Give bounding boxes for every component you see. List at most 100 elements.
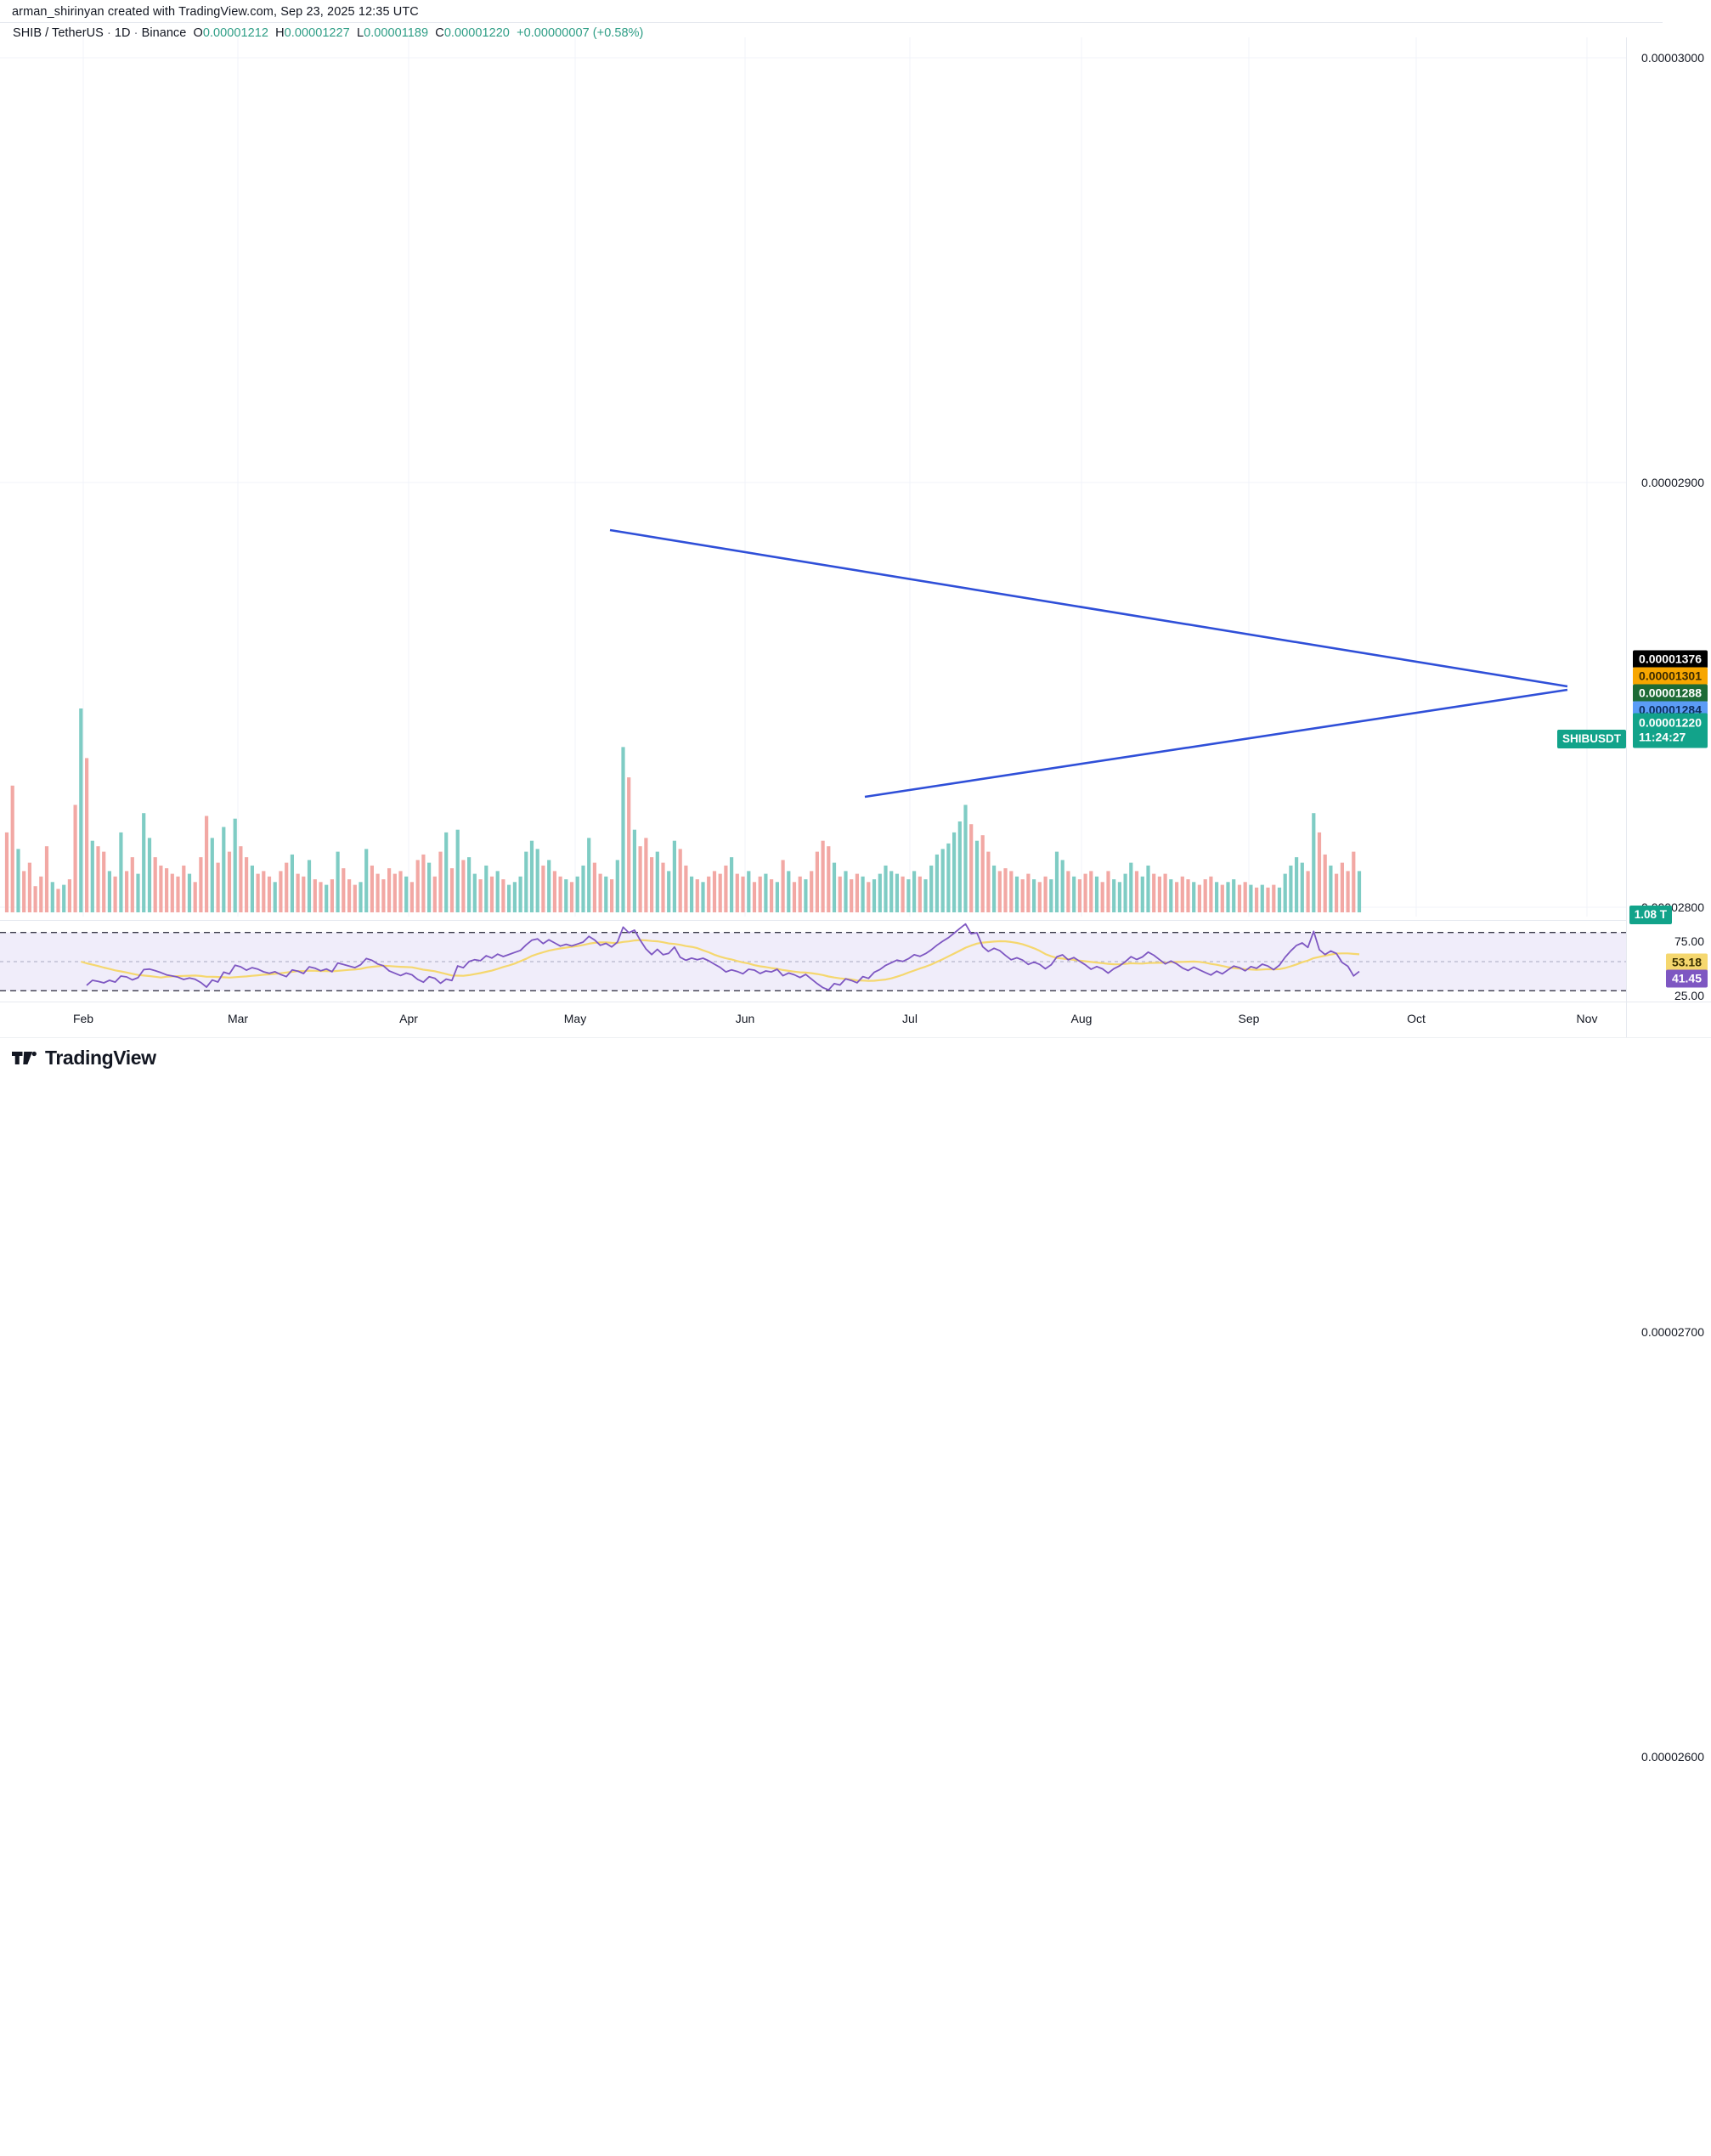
volume-bar xyxy=(1335,873,1339,912)
volume-bar xyxy=(1186,879,1190,912)
volume-bar xyxy=(142,813,146,912)
volume-bar xyxy=(872,879,877,912)
ma-orange-value[interactable]: 0.00001301 xyxy=(1633,667,1708,686)
volume-bar xyxy=(1043,876,1047,912)
volume-bar xyxy=(1323,854,1327,912)
volume-bar xyxy=(1175,882,1179,912)
volume-bar xyxy=(644,838,648,912)
volume-bar xyxy=(359,882,363,912)
volume-bar xyxy=(855,873,859,912)
volume-bar xyxy=(404,876,409,912)
volume-bar xyxy=(838,876,842,912)
volume-bar xyxy=(655,851,659,912)
rsi-svg xyxy=(0,923,1626,991)
volume-bar xyxy=(1237,884,1242,912)
volume-bar xyxy=(792,882,797,912)
volume-bar xyxy=(775,882,779,912)
ma-green-value[interactable]: 0.00001288 xyxy=(1633,684,1708,703)
volume-bar xyxy=(10,785,14,912)
volume-bar xyxy=(347,879,352,912)
volume-bar xyxy=(1169,879,1173,912)
volume-bar xyxy=(627,777,631,912)
volume-bar xyxy=(815,851,819,912)
volume-bar xyxy=(56,889,60,912)
volume-value-badge[interactable]: 1.08 T xyxy=(1629,906,1672,924)
legend-exchange[interactable]: Binance xyxy=(141,26,187,40)
volume-bar xyxy=(472,873,477,912)
volume-bar xyxy=(535,849,539,912)
volume-bar xyxy=(85,758,89,912)
ma-black-value[interactable]: 0.00001376 xyxy=(1633,650,1708,669)
volume-bar xyxy=(1134,871,1139,912)
volume-bar xyxy=(33,886,37,912)
volume-bar xyxy=(604,876,608,912)
price-axis[interactable]: 0.00003000 0.00002900 0.00002800 0.00002700… xyxy=(1556,37,1711,1764)
legend-interval[interactable]: 1D xyxy=(114,26,131,40)
volume-bar xyxy=(256,873,260,912)
tradingview-wordmark: TradingView xyxy=(45,1047,156,1069)
volume-bar xyxy=(222,827,226,912)
last-price-badge[interactable]: 0.00001220 11:24:27 xyxy=(1633,713,1708,748)
chart-legend[interactable]: SHIB / TetherUS · 1D · Binance O0.000012… xyxy=(13,26,643,40)
volume-bar xyxy=(1180,876,1184,912)
volume-bar xyxy=(1083,873,1087,912)
pattern-symmetrical-triangle xyxy=(609,528,1568,799)
volume-bar xyxy=(478,879,483,912)
trendline-lower[interactable] xyxy=(864,688,1568,799)
last-price-symbol-tag: SHIBUSDT xyxy=(1556,730,1626,748)
trendline-upper[interactable] xyxy=(609,528,1568,688)
volume-bar xyxy=(1089,871,1093,912)
volume-bar xyxy=(615,860,619,912)
volume-bar xyxy=(724,865,728,912)
volume-bar xyxy=(16,849,20,912)
volume-bar xyxy=(330,879,334,912)
price-plot-svg xyxy=(0,37,1626,917)
volume-bar xyxy=(1157,876,1161,912)
volume-bar xyxy=(918,876,922,912)
legend-symbol[interactable]: SHIB / TetherUS xyxy=(13,26,104,40)
price-tick-label: 0.00002700 xyxy=(1641,1325,1704,1339)
volume-bar xyxy=(1289,865,1293,912)
volume-bar xyxy=(205,816,209,912)
volume-bar xyxy=(1037,882,1042,912)
date-axis[interactable]: Feb Mar Apr May Jun Jul Aug Sep Oct Nov xyxy=(0,1002,1626,1037)
volume-bar xyxy=(787,871,791,912)
volume-bar xyxy=(758,876,762,912)
volume-bar xyxy=(1317,832,1322,912)
volume-bar xyxy=(432,876,437,912)
legend-open: O0.00001212 xyxy=(193,26,268,40)
date-tick-label: Feb xyxy=(72,1012,94,1025)
volume-bar xyxy=(798,876,802,912)
price-plot[interactable] xyxy=(0,37,1626,917)
volume-bar xyxy=(1312,813,1316,912)
volume-bar xyxy=(130,857,134,912)
volume-bar xyxy=(810,871,814,912)
volume-bar xyxy=(27,862,31,912)
volume-bar xyxy=(690,876,694,912)
volume-bar xyxy=(781,860,785,912)
volume-bar xyxy=(353,884,357,912)
date-axis-corner xyxy=(1626,1002,1711,1037)
volume-bar xyxy=(273,882,277,912)
volume-bar xyxy=(73,804,77,912)
volume-bar xyxy=(319,882,323,912)
volume-bar xyxy=(895,873,899,912)
volume-bar xyxy=(1220,884,1224,912)
legend-close: C0.00001220 xyxy=(435,26,510,40)
volume-bar xyxy=(701,882,705,912)
volume-bar xyxy=(125,871,129,912)
volume-bar xyxy=(296,873,300,912)
rsi-ma-badge[interactable]: 53.18 xyxy=(1665,953,1708,972)
volume-bar xyxy=(1003,868,1008,912)
volume-bar xyxy=(901,876,905,912)
legend-sep-2: · xyxy=(130,26,142,40)
rsi-value-badge[interactable]: 41.45 xyxy=(1665,969,1708,988)
rsi-pane[interactable] xyxy=(0,920,1626,1002)
volume-bar xyxy=(507,884,511,912)
volume-bar xyxy=(1300,862,1304,912)
volume-bar xyxy=(22,871,26,912)
date-tick-label: Jun xyxy=(735,1012,755,1025)
volume-bar xyxy=(529,840,534,912)
volume-bar xyxy=(889,871,894,912)
volume-bar xyxy=(610,879,614,912)
